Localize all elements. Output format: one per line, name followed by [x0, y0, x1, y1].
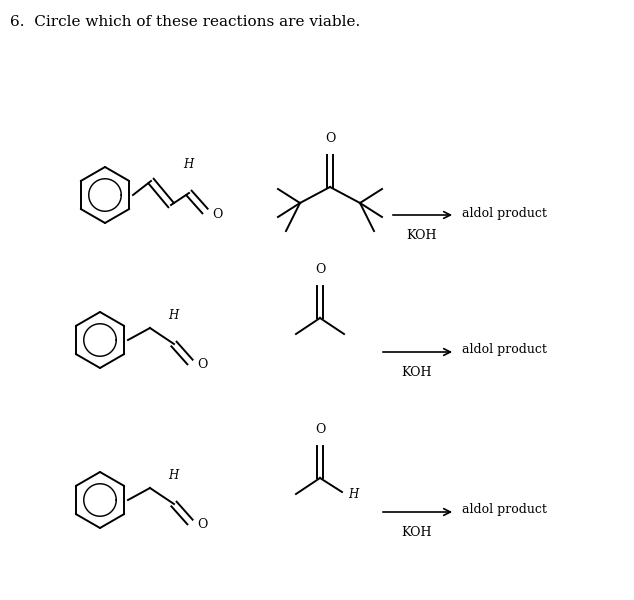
Text: aldol product: aldol product: [462, 206, 547, 220]
Text: H: H: [168, 309, 178, 322]
Text: KOH: KOH: [402, 366, 432, 379]
Text: 6.  Circle which of these reactions are viable.: 6. Circle which of these reactions are v…: [10, 15, 360, 29]
Text: KOH: KOH: [402, 526, 432, 539]
Text: O: O: [197, 518, 207, 532]
Text: O: O: [325, 132, 335, 145]
Text: aldol product: aldol product: [462, 343, 547, 356]
Text: O: O: [212, 208, 223, 220]
Text: H: H: [348, 487, 358, 500]
Text: O: O: [315, 263, 325, 276]
Text: H: H: [168, 469, 178, 482]
Text: O: O: [197, 358, 207, 371]
Text: O: O: [315, 423, 325, 436]
Text: H: H: [183, 158, 193, 171]
Text: aldol product: aldol product: [462, 503, 547, 517]
Text: KOH: KOH: [407, 229, 437, 242]
